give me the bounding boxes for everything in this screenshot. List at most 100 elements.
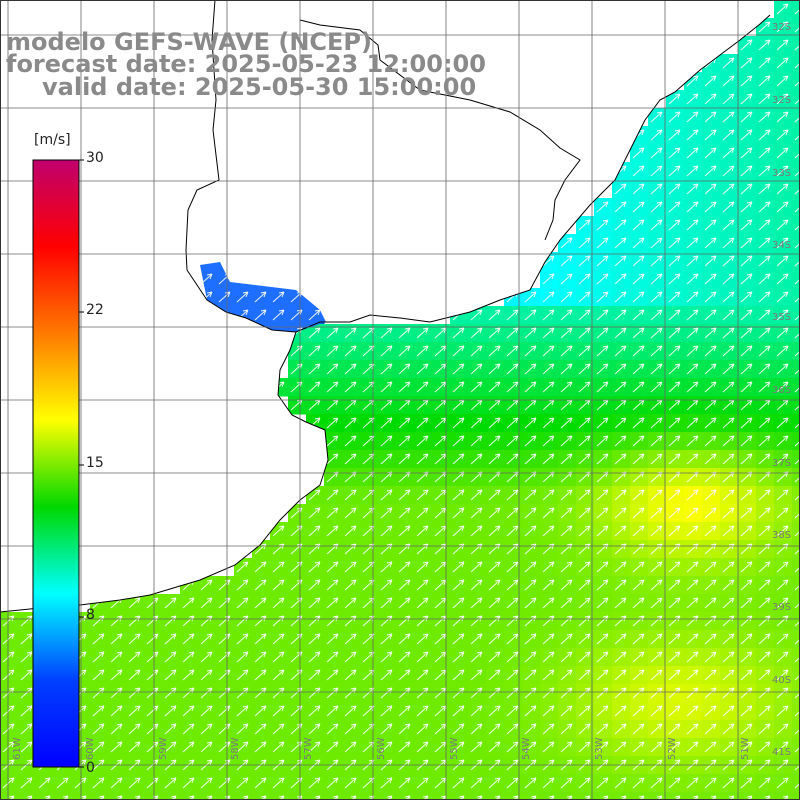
field-cell (522, 684, 541, 703)
field-cell (324, 702, 343, 721)
wind-arrow (200, 291, 213, 303)
field-cell (468, 684, 487, 703)
wind-arrow (614, 345, 627, 357)
field-cell (522, 342, 541, 361)
wind-arrow (452, 363, 465, 375)
wind-arrow (596, 201, 609, 213)
wind-arrow (398, 633, 411, 645)
field-cell (342, 576, 361, 595)
field-cell (756, 252, 775, 271)
field-cell (720, 594, 739, 613)
wind-arrow (218, 633, 231, 645)
field-cell (738, 144, 757, 163)
field-cell (468, 378, 487, 397)
field-cell (378, 414, 397, 433)
field-cell (252, 630, 271, 649)
wind-arrow (506, 327, 519, 339)
field-cell (342, 360, 361, 379)
wind-arrow (740, 525, 753, 537)
field-cell (450, 378, 469, 397)
field-cell (792, 90, 800, 109)
field-cell (378, 540, 397, 559)
wind-arrow (380, 633, 393, 645)
field-cell (612, 648, 631, 667)
field-cell (144, 630, 163, 649)
field-cell (198, 792, 217, 800)
wind-arrow (326, 633, 339, 645)
wind-arrow (794, 710, 800, 717)
wind-arrow (326, 723, 339, 735)
wind-arrow (524, 291, 537, 303)
wind-arrow (542, 345, 555, 357)
field-cell (414, 450, 433, 469)
wind-arrow (92, 633, 105, 645)
wind-arrow (506, 507, 519, 519)
wind-arrow (596, 741, 609, 753)
wind-arrow (638, 795, 645, 800)
field-cell (738, 450, 757, 469)
field-cell (522, 702, 541, 721)
wind-arrow (668, 219, 681, 231)
field-cell (630, 162, 649, 181)
wind-arrow (308, 489, 321, 501)
field-cell (684, 234, 703, 253)
field-cell (630, 774, 649, 793)
field-cell (414, 792, 433, 800)
field-cell (54, 792, 73, 800)
wind-arrow (722, 777, 735, 789)
field-cell (144, 666, 163, 685)
wind-arrow (542, 273, 555, 285)
field-cell (0, 666, 19, 685)
field-cell (648, 486, 667, 505)
field-cell (792, 450, 800, 469)
field-cell (486, 684, 505, 703)
wind-arrow (722, 327, 735, 339)
field-cell (738, 720, 757, 739)
field-cell (288, 702, 307, 721)
field-cell (270, 648, 289, 667)
field-cell (270, 666, 289, 685)
wind-arrow (596, 507, 609, 519)
field-cell (414, 738, 433, 757)
wind-arrow (254, 723, 267, 735)
wind-arrow (794, 422, 800, 429)
field-cell (486, 594, 505, 613)
field-cell (702, 666, 721, 685)
field-cell (270, 594, 289, 613)
wind-arrow (470, 723, 483, 735)
field-cell (756, 612, 775, 631)
wind-arrow (272, 741, 285, 753)
wind-arrow (344, 489, 357, 501)
field-cell (414, 684, 433, 703)
field-cell (90, 720, 109, 739)
field-cell (702, 594, 721, 613)
field-cell (738, 576, 757, 595)
wind-arrow (488, 597, 501, 609)
field-cell (540, 684, 559, 703)
field-cell (612, 522, 631, 541)
wind-arrow (776, 219, 789, 231)
field-cell (468, 486, 487, 505)
field-cell (306, 540, 325, 559)
wind-arrow (200, 597, 213, 609)
wind-arrow (560, 417, 573, 429)
wind-arrow (740, 129, 753, 141)
field-cell (468, 666, 487, 685)
wind-arrow (794, 404, 800, 411)
field-cell (702, 234, 721, 253)
field-cell (774, 576, 793, 595)
field-cell (540, 720, 559, 739)
wind-arrow (164, 597, 177, 609)
field-cell (648, 558, 667, 577)
field-cell (144, 702, 163, 721)
wind-arrow (578, 363, 591, 375)
field-cell (306, 378, 325, 397)
wind-arrow (740, 705, 753, 717)
wind-arrow (758, 705, 771, 717)
wind-arrow (722, 561, 735, 573)
wind-arrow (596, 525, 609, 537)
field-cell (324, 378, 343, 397)
wind-arrow (704, 93, 717, 105)
field-cell (720, 774, 739, 793)
field-cell (396, 378, 415, 397)
